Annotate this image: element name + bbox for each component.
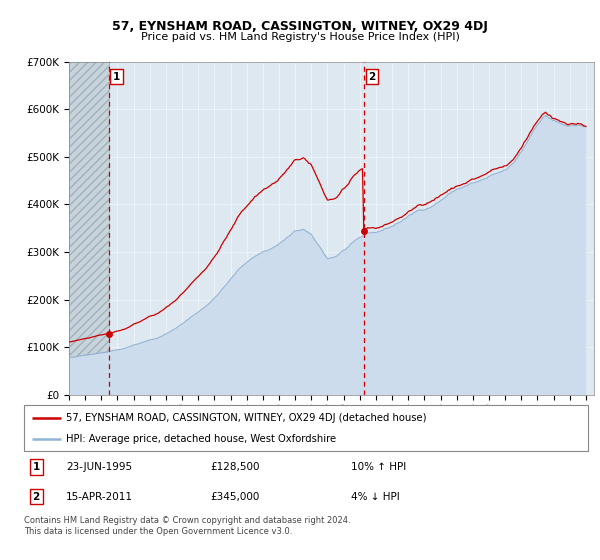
Text: 57, EYNSHAM ROAD, CASSINGTON, WITNEY, OX29 4DJ (detached house): 57, EYNSHAM ROAD, CASSINGTON, WITNEY, OX…: [66, 413, 427, 423]
Text: HPI: Average price, detached house, West Oxfordshire: HPI: Average price, detached house, West…: [66, 435, 337, 444]
Text: Price paid vs. HM Land Registry's House Price Index (HPI): Price paid vs. HM Land Registry's House …: [140, 32, 460, 43]
Text: 23-JUN-1995: 23-JUN-1995: [66, 462, 133, 472]
Text: Contains HM Land Registry data © Crown copyright and database right 2024.
This d: Contains HM Land Registry data © Crown c…: [24, 516, 350, 536]
Text: 15-APR-2011: 15-APR-2011: [66, 492, 133, 502]
Text: £128,500: £128,500: [210, 462, 260, 472]
Text: 1: 1: [32, 462, 40, 472]
Text: 57, EYNSHAM ROAD, CASSINGTON, WITNEY, OX29 4DJ: 57, EYNSHAM ROAD, CASSINGTON, WITNEY, OX…: [112, 20, 488, 32]
Text: 2: 2: [368, 72, 376, 82]
Text: 1: 1: [113, 72, 120, 82]
Text: 4% ↓ HPI: 4% ↓ HPI: [351, 492, 400, 502]
Text: 10% ↑ HPI: 10% ↑ HPI: [351, 462, 406, 472]
Text: £345,000: £345,000: [210, 492, 259, 502]
Text: 2: 2: [32, 492, 40, 502]
FancyBboxPatch shape: [24, 405, 588, 451]
